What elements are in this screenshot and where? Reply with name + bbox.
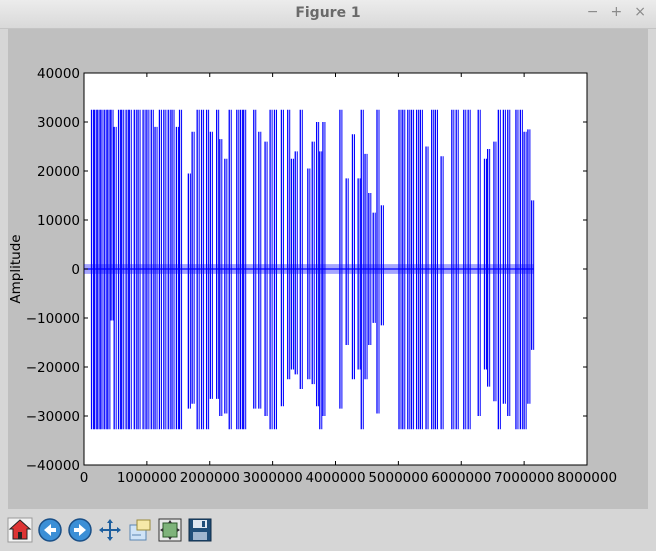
subplots-button[interactable] (156, 516, 184, 544)
home-icon (7, 517, 33, 543)
maximize-button[interactable]: + (610, 4, 623, 20)
x-tick-label: 1000000 (117, 470, 177, 486)
y-tick-label: −20000 (26, 360, 80, 376)
y-tick-label: −10000 (26, 311, 80, 327)
y-tick-label: 40000 (37, 66, 80, 82)
figure-canvas[interactable]: 0 1000000 2000000 3000000 4000000 5000000 6000… (8, 29, 648, 509)
window-title: Figure 1 (295, 5, 361, 21)
zoom-button[interactable] (126, 516, 154, 544)
arrow-left-icon (38, 518, 62, 542)
x-tick-label: 6000000 (431, 470, 491, 486)
subplots-icon (158, 518, 182, 542)
forward-button[interactable] (66, 516, 94, 544)
arrow-right-icon (68, 518, 92, 542)
minimize-button[interactable]: − (586, 4, 599, 20)
y-tick-label: 0 (71, 262, 80, 278)
navigation-toolbar (0, 512, 656, 551)
y-axis-label: Amplitude (8, 234, 24, 303)
close-button[interactable]: × (634, 4, 646, 20)
back-button[interactable] (36, 516, 64, 544)
x-tick-label: 7000000 (494, 470, 554, 486)
window-titlebar: Figure 1 − + × (0, 0, 656, 29)
amplitude-chart: 0 1000000 2000000 3000000 4000000 5000000 6000… (8, 66, 617, 486)
signal-noise-band (84, 264, 534, 274)
x-tick-label: 0 (80, 470, 89, 486)
x-tick-label: 2000000 (180, 470, 240, 486)
x-tick-label: 3000000 (243, 470, 303, 486)
zoom-rect-icon (129, 519, 151, 541)
x-tick-label: 5000000 (368, 470, 428, 486)
x-tick-label: 4000000 (305, 470, 365, 486)
y-tick-label: 30000 (37, 115, 80, 131)
move-icon (99, 519, 121, 541)
x-tick-label: 8000000 (557, 470, 617, 486)
y-tick-label: 10000 (37, 213, 80, 229)
save-button[interactable] (186, 516, 214, 544)
y-tick-label: −40000 (26, 458, 80, 474)
home-button[interactable] (6, 516, 34, 544)
y-tick-label: 20000 (37, 164, 80, 180)
floppy-disk-icon (188, 518, 212, 542)
pan-button[interactable] (96, 516, 124, 544)
y-tick-label: −30000 (26, 409, 80, 425)
